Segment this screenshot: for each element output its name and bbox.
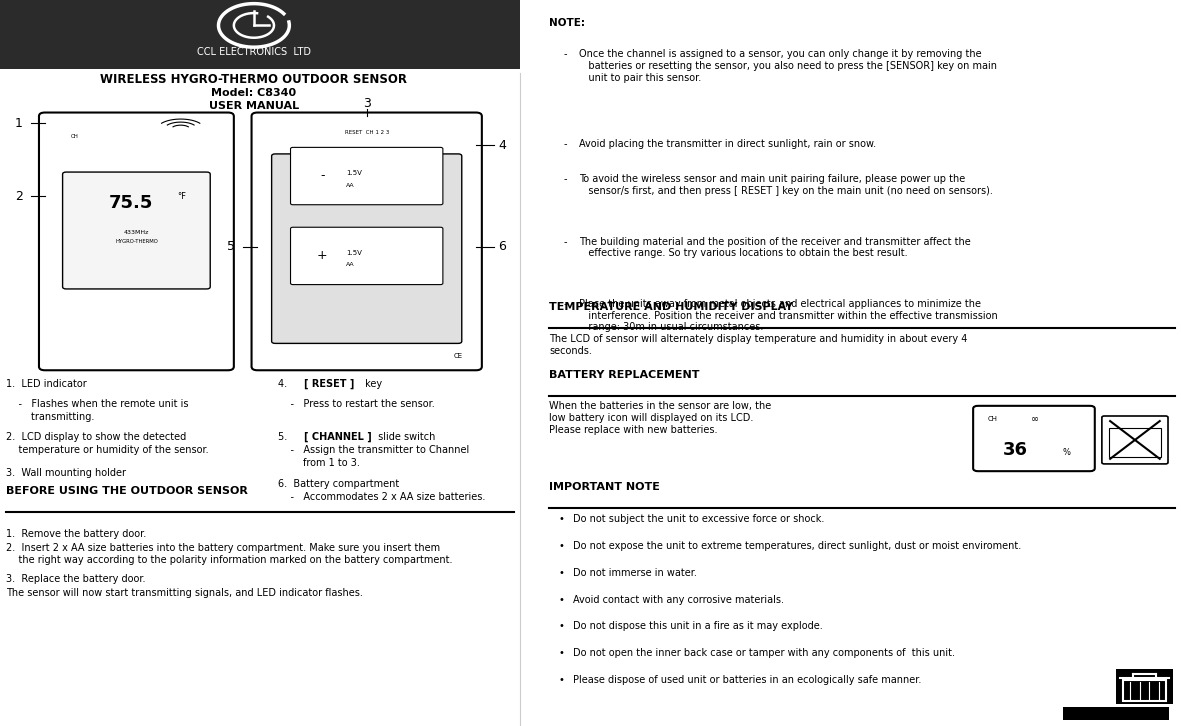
Text: %: % xyxy=(1063,448,1070,457)
Text: CH: CH xyxy=(987,416,997,422)
FancyBboxPatch shape xyxy=(973,406,1095,471)
Text: 36: 36 xyxy=(1003,441,1029,459)
Text: •: • xyxy=(559,514,565,524)
Text: 1.5V: 1.5V xyxy=(346,250,361,256)
Text: 2.  LCD display to show the detected: 2. LCD display to show the detected xyxy=(6,432,187,442)
Text: [ CHANNEL ]: [ CHANNEL ] xyxy=(304,432,371,442)
Text: Please dispose of used unit or batteries in an ecologically safe manner.: Please dispose of used unit or batteries… xyxy=(573,675,921,685)
FancyBboxPatch shape xyxy=(1063,707,1169,720)
Text: 2: 2 xyxy=(15,189,22,203)
Text: 5.: 5. xyxy=(278,432,293,442)
Text: Once the channel is assigned to a sensor, you can only change it by removing the: Once the channel is assigned to a sensor… xyxy=(579,49,997,83)
Text: 75.5: 75.5 xyxy=(109,195,152,212)
Text: 1: 1 xyxy=(15,117,22,130)
Text: 4.: 4. xyxy=(278,379,293,389)
Text: Do not open the inner back case or tamper with any components of  this unit.: Do not open the inner back case or tampe… xyxy=(573,648,954,658)
FancyBboxPatch shape xyxy=(291,227,443,285)
Text: -: - xyxy=(563,174,567,184)
Text: -   Press to restart the sensor.: - Press to restart the sensor. xyxy=(278,399,435,409)
FancyBboxPatch shape xyxy=(1116,669,1173,704)
Text: ∞: ∞ xyxy=(1031,414,1038,424)
Text: TEMPERATURE AND HUMIDITY DISPLAY: TEMPERATURE AND HUMIDITY DISPLAY xyxy=(549,302,794,312)
Text: [ RESET ]: [ RESET ] xyxy=(304,379,354,389)
FancyBboxPatch shape xyxy=(63,172,210,289)
FancyBboxPatch shape xyxy=(291,147,443,205)
FancyBboxPatch shape xyxy=(1102,416,1168,464)
Text: CCL ELECTRONICS  LTD: CCL ELECTRONICS LTD xyxy=(197,47,311,57)
Text: The sensor will now start transmitting signals, and LED indicator flashes.: The sensor will now start transmitting s… xyxy=(6,588,363,598)
Text: To avoid the wireless sensor and main unit pairing failure, please power up the
: To avoid the wireless sensor and main un… xyxy=(579,174,992,196)
FancyBboxPatch shape xyxy=(39,113,234,370)
Text: transmitting.: transmitting. xyxy=(6,412,94,423)
Text: 5: 5 xyxy=(228,240,235,253)
Text: Do not dispose this unit in a fire as it may explode.: Do not dispose this unit in a fire as it… xyxy=(573,621,822,632)
Text: •: • xyxy=(559,568,565,578)
Text: •: • xyxy=(559,675,565,685)
Text: -: - xyxy=(320,169,325,182)
Text: AA: AA xyxy=(346,263,354,267)
Text: 1.5V: 1.5V xyxy=(346,170,361,176)
Text: -: - xyxy=(563,49,567,60)
Text: When the batteries in the sensor are low, the
low battery icon will displayed on: When the batteries in the sensor are low… xyxy=(549,401,771,435)
Text: 4: 4 xyxy=(498,139,505,152)
Text: Place the units away from metal objects and electrical appliances to minimize th: Place the units away from metal objects … xyxy=(579,299,998,333)
Text: 2.  Insert 2 x AA size batteries into the battery compartment. Make sure you ins: 2. Insert 2 x AA size batteries into the… xyxy=(6,543,452,565)
Text: •: • xyxy=(559,595,565,605)
Text: -: - xyxy=(563,139,567,150)
FancyBboxPatch shape xyxy=(252,113,482,370)
Text: Model: C8340: Model: C8340 xyxy=(211,88,296,98)
Text: key: key xyxy=(361,379,383,389)
Text: RESET  CH 1 2 3: RESET CH 1 2 3 xyxy=(345,130,389,134)
Text: Do not expose the unit to extreme temperatures, direct sunlight, dust or moist e: Do not expose the unit to extreme temper… xyxy=(573,541,1022,551)
Text: CH: CH xyxy=(71,134,79,139)
Text: The LCD of sensor will alternately display temperature and humidity in about eve: The LCD of sensor will alternately displ… xyxy=(549,334,967,356)
Text: from 1 to 3.: from 1 to 3. xyxy=(278,458,359,468)
Text: •: • xyxy=(559,621,565,632)
Text: 6: 6 xyxy=(498,240,505,253)
FancyBboxPatch shape xyxy=(0,0,520,69)
Text: CE: CE xyxy=(454,353,463,359)
Text: Do not immerse in water.: Do not immerse in water. xyxy=(573,568,697,578)
Text: USER MANUAL: USER MANUAL xyxy=(209,101,299,111)
Text: The building material and the position of the receiver and transmitter affect th: The building material and the position o… xyxy=(579,237,971,258)
Text: Avoid placing the transmitter in direct sunlight, rain or snow.: Avoid placing the transmitter in direct … xyxy=(579,139,876,150)
Text: 6.  Battery compartment: 6. Battery compartment xyxy=(278,479,399,489)
Text: 3: 3 xyxy=(363,97,371,110)
Text: WIRELESS HYGRO-THERMO OUTDOOR SENSOR: WIRELESS HYGRO-THERMO OUTDOOR SENSOR xyxy=(100,73,407,86)
Text: BEFORE USING THE OUTDOOR SENSOR: BEFORE USING THE OUTDOOR SENSOR xyxy=(6,486,248,496)
Text: HYGRO-THERMO: HYGRO-THERMO xyxy=(115,239,158,243)
Text: +: + xyxy=(318,249,327,262)
Text: 1.  Remove the battery door.: 1. Remove the battery door. xyxy=(6,529,146,539)
Text: 433MHz: 433MHz xyxy=(124,230,149,234)
Text: -   Assign the transmitter to Channel: - Assign the transmitter to Channel xyxy=(278,445,469,455)
Text: -: - xyxy=(563,237,567,247)
Text: Do not subject the unit to excessive force or shock.: Do not subject the unit to excessive for… xyxy=(573,514,824,524)
Text: NOTE:: NOTE: xyxy=(549,18,585,28)
Text: BATTERY REPLACEMENT: BATTERY REPLACEMENT xyxy=(549,370,699,380)
Text: -   Flashes when the remote unit is: - Flashes when the remote unit is xyxy=(6,399,189,409)
Text: -   Accommodates 2 x AA size batteries.: - Accommodates 2 x AA size batteries. xyxy=(278,492,485,502)
Text: •: • xyxy=(559,648,565,658)
Text: slide switch: slide switch xyxy=(376,432,436,442)
Text: Avoid contact with any corrosive materials.: Avoid contact with any corrosive materia… xyxy=(573,595,784,605)
Text: 1.  LED indicator: 1. LED indicator xyxy=(6,379,86,389)
Text: -: - xyxy=(563,299,567,309)
FancyBboxPatch shape xyxy=(272,154,462,343)
Text: •: • xyxy=(559,541,565,551)
Text: IMPORTANT NOTE: IMPORTANT NOTE xyxy=(549,482,660,492)
Text: AA: AA xyxy=(346,183,354,187)
Text: °F: °F xyxy=(177,192,185,200)
Text: 3.  Replace the battery door.: 3. Replace the battery door. xyxy=(6,574,145,584)
Text: temperature or humidity of the sensor.: temperature or humidity of the sensor. xyxy=(6,445,209,455)
Text: 3.  Wall mounting holder: 3. Wall mounting holder xyxy=(6,468,126,478)
